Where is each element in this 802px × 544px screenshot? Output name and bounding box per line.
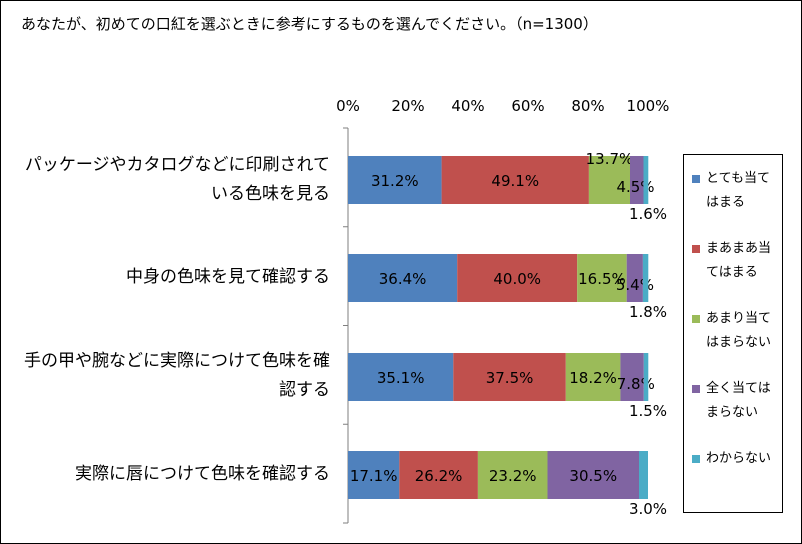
legend: とても当てはまる まあまあ当てはまる あまり当てはまらない 全く当てはまらないわからな… bbox=[683, 154, 783, 513]
data-label: 40.0% bbox=[493, 270, 541, 288]
data-label: 37.5% bbox=[486, 369, 534, 387]
legend-swatch bbox=[692, 245, 700, 253]
x-tick-label: 20% bbox=[391, 97, 424, 115]
bar-segment bbox=[348, 156, 442, 204]
bar-segment bbox=[457, 254, 578, 302]
bar-segment bbox=[630, 156, 644, 204]
bar-segment bbox=[620, 353, 644, 401]
data-label: 36.4% bbox=[379, 270, 427, 288]
legend-label: あまり当てはまらない bbox=[706, 311, 772, 350]
bar-segment bbox=[477, 451, 548, 499]
data-label: 18.2% bbox=[569, 369, 617, 387]
legend-label: とても当てはまる bbox=[706, 171, 770, 210]
data-label: 1.6% bbox=[629, 205, 667, 223]
category-label: 中身の色味を見て確認する bbox=[126, 267, 330, 287]
bar-segment bbox=[453, 353, 566, 401]
legend-label: わからない bbox=[706, 451, 772, 466]
data-label: 31.2% bbox=[371, 172, 419, 190]
legend-swatch bbox=[692, 315, 700, 323]
data-label: 35.1% bbox=[377, 369, 425, 387]
data-label: 49.1% bbox=[491, 172, 539, 190]
data-label: 23.2% bbox=[489, 467, 537, 485]
bar-segment bbox=[643, 156, 649, 204]
data-label: 13.7% bbox=[586, 150, 634, 168]
bar-segment bbox=[626, 254, 643, 302]
category-label: パッケージやカタログなどに印刷されている色味を見る bbox=[24, 155, 330, 204]
bar-segment bbox=[565, 353, 621, 401]
data-label: 1.8% bbox=[629, 303, 667, 321]
legend-label: まあまあ当てはまる bbox=[706, 241, 772, 280]
data-label: 7.8% bbox=[617, 375, 655, 393]
data-label: 16.5% bbox=[578, 270, 626, 288]
legend-swatch bbox=[692, 455, 700, 463]
data-label: 26.2% bbox=[415, 467, 463, 485]
bar-segment bbox=[577, 254, 627, 302]
data-label: 4.5% bbox=[616, 178, 654, 196]
legend-label: 全く当てはまらない bbox=[706, 381, 771, 420]
bar-segment bbox=[348, 254, 458, 302]
x-tick-label: 0% bbox=[336, 97, 360, 115]
category-label: 手の甲や腕などに実際につけて色味を確認する bbox=[24, 351, 330, 400]
data-label: 3.0% bbox=[629, 500, 667, 518]
x-tick-label: 80% bbox=[571, 97, 604, 115]
bar-segment bbox=[547, 451, 639, 499]
bar-segment bbox=[441, 156, 589, 204]
category-label: 実際に唇につけて色味を確認する bbox=[75, 464, 330, 484]
x-tick-label: 100% bbox=[627, 97, 670, 115]
x-tick-label: 60% bbox=[511, 97, 544, 115]
bar-segment bbox=[399, 451, 478, 499]
bar-segment bbox=[643, 353, 649, 401]
data-label: 30.5% bbox=[569, 467, 617, 485]
bar-segment bbox=[348, 451, 400, 499]
x-tick-label: 40% bbox=[451, 97, 484, 115]
legend-swatch bbox=[692, 175, 700, 183]
bar-segment bbox=[639, 451, 648, 499]
bar-segment bbox=[348, 353, 454, 401]
bar-segment bbox=[588, 156, 630, 204]
question-title: あなたが、初めての口紅を選ぶときに参考にするものを選んでください。（n=1300… bbox=[21, 15, 598, 33]
data-label: 17.1% bbox=[350, 467, 398, 485]
data-label: 1.5% bbox=[629, 402, 667, 420]
bar-segment bbox=[642, 254, 649, 302]
legend-swatch bbox=[692, 385, 700, 393]
